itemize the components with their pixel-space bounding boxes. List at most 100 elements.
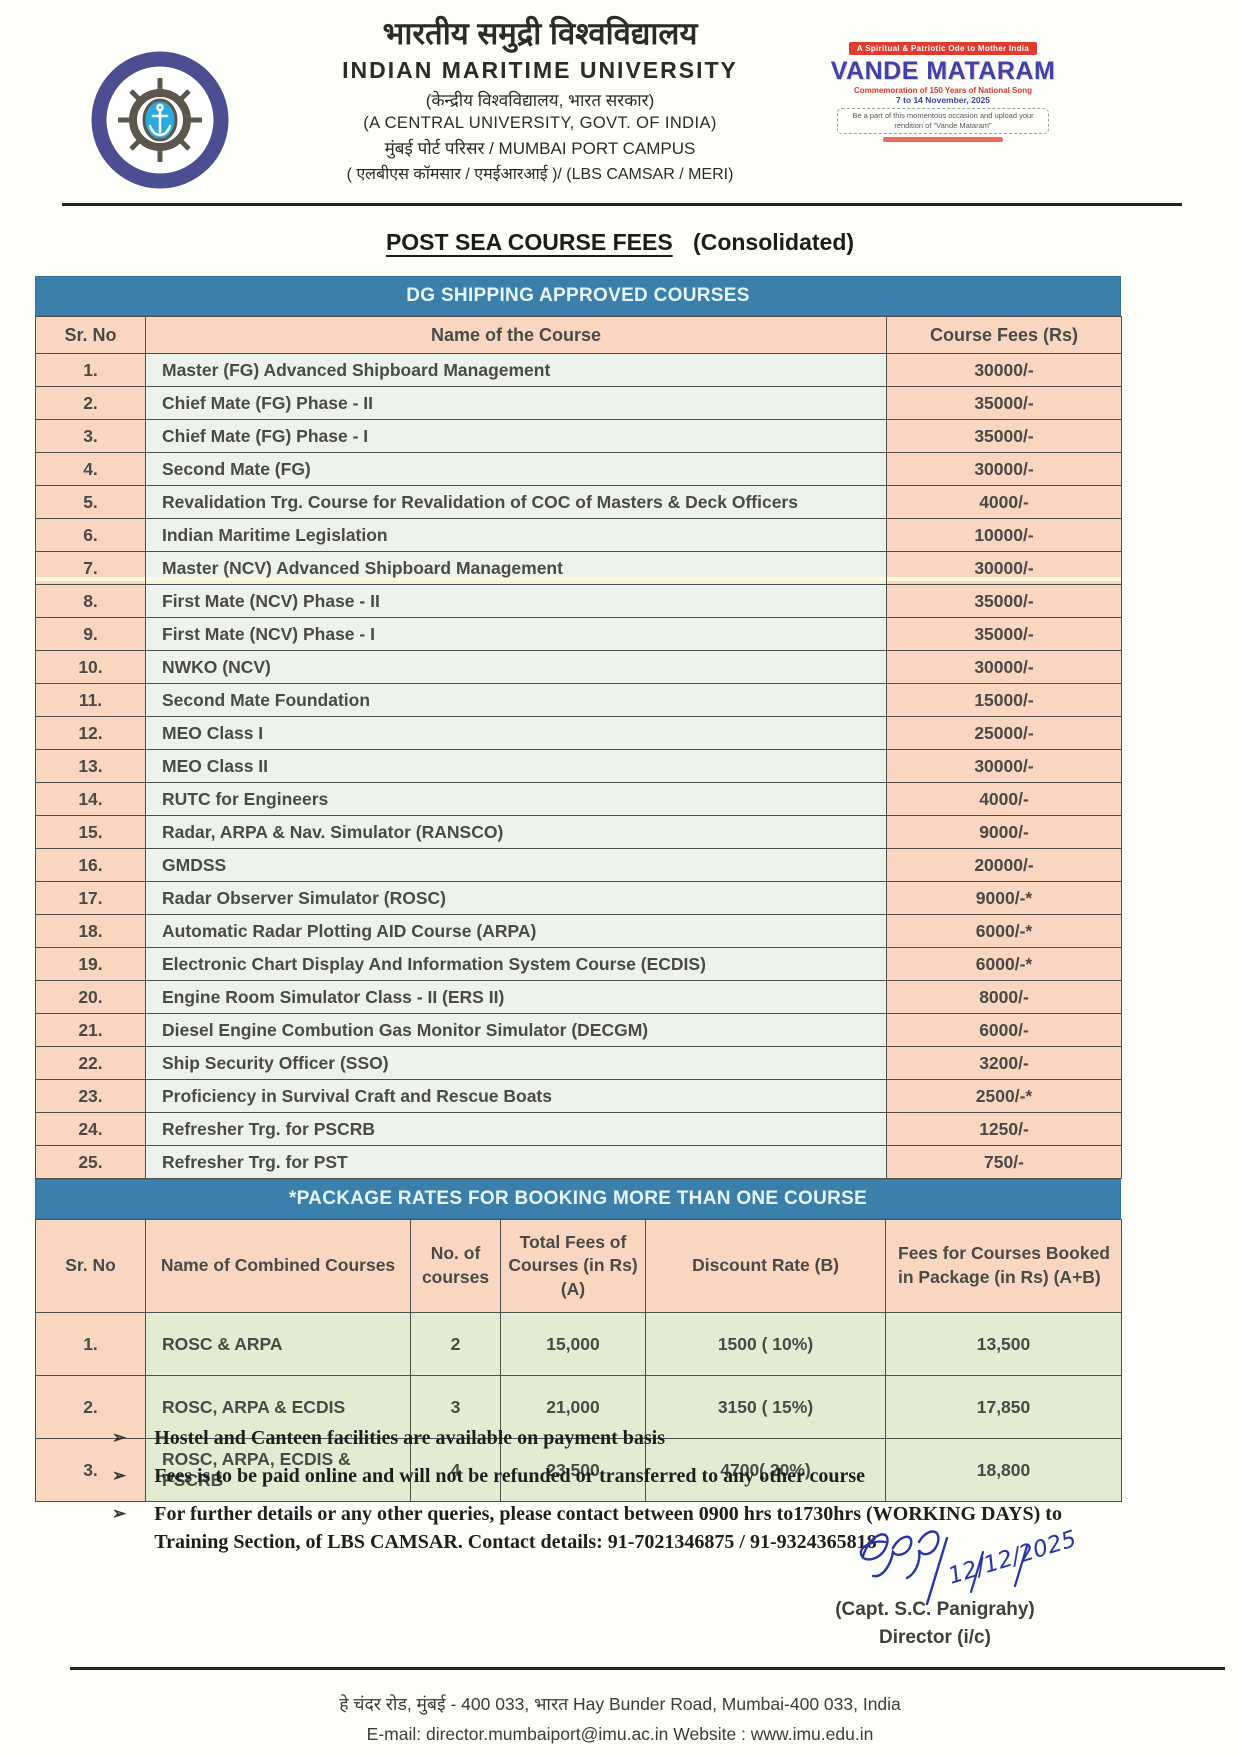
signatory-name: (Capt. S.C. Panigrahy) [835,1599,1035,1620]
signatory-designation: Director (i/c) [879,1626,991,1648]
course-name: Ship Security Officer (SSO) [145,1046,887,1080]
note-text: Fees is to be paid online and will not b… [154,1465,865,1487]
course-name: First Mate (NCV) Phase - II [145,584,887,618]
course-name: Revalidation Trg. Course for Revalidatio… [145,485,887,519]
course-fee: 4000/- [886,485,1122,519]
page-title-suffix: (Consolidated) [693,229,855,255]
header-divider [62,203,1182,206]
pkg-header-package-fees: Fees for Courses Booked in Package (in R… [885,1219,1122,1313]
col-header-course: Name of the Course [145,316,887,354]
course-srno: 19. [35,947,146,981]
course-srno: 18. [35,914,146,948]
signature-scribble: 12/12/2025 [835,1518,1125,1633]
table-row: 19. Electronic Chart Display And Informat… [35,947,1122,981]
course-fee: 1250/- [886,1112,1122,1146]
fees-tables: DG SHIPPING APPROVED COURSES Sr. No Name… [35,276,1122,1502]
course-name: NWKO (NCV) [145,650,887,684]
course-srno: 25. [35,1145,146,1179]
pkg-combined-courses: ROSC & ARPA [145,1312,411,1376]
course-srno: 3. [35,419,146,453]
course-name: Radar, ARPA & Nav. Simulator (RANSCO) [145,815,887,849]
courses-header-row: Sr. No Name of the Course Course Fees (R… [35,316,1122,354]
vm-red-strip [883,136,1003,142]
table-row: 10. NWKO (NCV) 30000/- [35,650,1122,684]
table-row: 6. Indian Maritime Legislation 10000/- [35,518,1122,552]
course-srno: 13. [35,749,146,783]
course-fee: 10000/- [886,518,1122,552]
pkg-header-discount: Discount Rate (B) [645,1219,886,1313]
pkg-package-fee: 18,800 [885,1438,1122,1502]
table-row: 15. Radar, ARPA & Nav. Simulator (RANSCO)… [35,815,1122,849]
vm-callout: Be a part of this momentous occasion and… [837,108,1049,134]
course-name: Diesel Engine Combution Gas Monitor Simu… [145,1013,887,1047]
arrow-bullet-icon: ➢ [112,1428,127,1447]
course-name: RUTC for Engineers [145,782,887,816]
table-row: 12. MEO Class I 25000/- [35,716,1122,750]
course-srno: 7. [35,551,146,585]
letterhead: भारतीय समुद्री विश्वविद्यालय INDIAN MARI… [260,16,820,184]
pkg-combined-courses: ROSC, ARPA, ECDIS & PSCRB [145,1438,411,1502]
course-name: Chief Mate (FG) Phase - II [145,386,887,420]
note-text: For further details or any other queries… [154,1503,1062,1553]
course-srno: 21. [35,1013,146,1047]
course-srno: 9. [35,617,146,651]
pkg-total-fees: 23,500 [500,1438,646,1502]
table-row: 2. Chief Mate (FG) Phase - II 35000/- [35,386,1122,420]
table-row: 14. RUTC for Engineers 4000/- [35,782,1122,816]
course-fee: 750/- [886,1145,1122,1179]
table-row: 3. ROSC, ARPA, ECDIS & PSCRB 4 23,500 4700( … [35,1438,1122,1502]
course-fee: 9000/-* [886,881,1122,915]
course-name: Master (FG) Advanced Shipboard Managemen… [145,353,887,387]
pkg-srno: 2. [35,1375,146,1439]
pkg-combined-courses: ROSC, ARPA & ECDIS [145,1375,411,1439]
course-fee: 6000/-* [886,914,1122,948]
course-name: Proficiency in Survival Craft and Rescue… [145,1079,887,1113]
course-fee: 30000/- [886,551,1122,585]
course-srno: 17. [35,881,146,915]
course-name: Engine Room Simulator Class - II (ERS II… [145,980,887,1014]
col-header-srno: Sr. No [35,316,146,354]
list-item: ➢ Fees is to be paid online and will not … [112,1462,1132,1490]
course-fee: 35000/- [886,584,1122,618]
course-srno: 15. [35,815,146,849]
course-srno: 1. [35,353,146,387]
course-srno: 23. [35,1079,146,1113]
table-row: 8. First Mate (NCV) Phase - II 35000/- [35,584,1122,618]
table-row: 25. Refresher Trg. for PST 750/- [35,1145,1122,1179]
course-fee: 35000/- [886,386,1122,420]
table-row: 22. Ship Security Officer (SSO) 3200/- [35,1046,1122,1080]
pkg-srno: 1. [35,1312,146,1376]
package-header-row: Sr. No Name of Combined Courses No. of c… [35,1219,1122,1313]
course-srno: 16. [35,848,146,882]
courses-tbody: 1. Master (FG) Advanced Shipboard Managem… [35,353,1122,1179]
campus-line: मुंबई पोर्ट परिसर / MUMBAI PORT CAMPUS [384,138,696,158]
course-srno: 11. [35,683,146,717]
pkg-course-count: 2 [410,1312,501,1376]
course-srno: 6. [35,518,146,552]
table-row: 2. ROSC, ARPA & ECDIS 3 21,000 3150 ( 15%) 17… [35,1375,1122,1439]
table-row: 11. Second Mate Foundation 15000/- [35,683,1122,717]
course-name: Radar Observer Simulator (ROSC) [145,881,887,915]
table-row: 21. Diesel Engine Combution Gas Monitor S… [35,1013,1122,1047]
campus-line2: ( एलबीएस कॉमसार / एमईआरआई )/ (LBS CAMSAR… [346,165,734,183]
course-fee: 35000/- [886,419,1122,453]
pkg-srno: 3. [35,1438,146,1502]
package-rates-banner: *PACKAGE RATES FOR BOOKING MORE THAN ONE… [35,1179,1121,1219]
pkg-header-name: Name of Combined Courses [145,1219,411,1313]
course-name: MEO Class I [145,716,887,750]
course-fee: 30000/- [886,452,1122,486]
course-srno: 10. [35,650,146,684]
course-fee: 6000/-* [886,947,1122,981]
course-fee: 20000/- [886,848,1122,882]
arrow-bullet-icon: ➢ [112,1466,127,1485]
table-row: 9. First Mate (NCV) Phase - I 35000/- [35,617,1122,651]
list-item: ➢ For further details or any other querie… [112,1500,1132,1556]
course-srno: 2. [35,386,146,420]
courses-fees-table: Sr. No Name of the Course Course Fees (R… [35,316,1122,1179]
page-title: POST SEA COURSE FEES (Consolidated) [0,229,1240,256]
pkg-package-fee: 13,500 [885,1312,1122,1376]
course-name: Refresher Trg. for PSCRB [145,1112,887,1146]
course-srno: 24. [35,1112,146,1146]
vm-tagline: A Spiritual & Patriotic Ode to Mother In… [848,42,1038,55]
